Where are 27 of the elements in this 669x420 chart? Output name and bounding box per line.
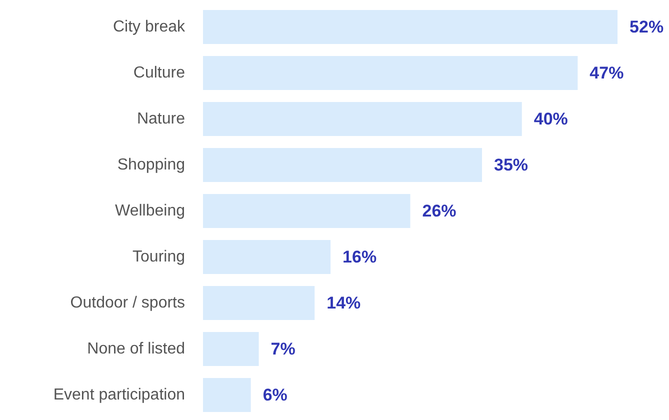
y-tick-label: Nature: [136, 110, 186, 128]
data-label: 35%: [494, 156, 528, 174]
y-tick-label: Touring: [132, 248, 185, 266]
data-label: 14%: [326, 294, 361, 312]
bar: [203, 332, 259, 366]
y-tick-label: Event participation: [53, 386, 185, 404]
data-label: 47%: [590, 64, 624, 82]
bar: [203, 56, 578, 90]
bar: [203, 10, 618, 44]
bar: [203, 194, 410, 228]
y-tick-label: Culture: [133, 64, 186, 82]
y-tick-label: None of listed: [87, 340, 185, 358]
bar: [203, 240, 331, 274]
data-label: 52%: [630, 18, 664, 36]
bar: [203, 378, 251, 412]
y-tick-label: Wellbeing: [115, 202, 185, 220]
y-tick-label: City break: [112, 18, 186, 36]
data-label: 7%: [270, 340, 296, 358]
data-label: 26%: [422, 202, 456, 220]
bar: [203, 286, 315, 320]
bar: [203, 102, 522, 136]
data-label: 6%: [262, 386, 288, 404]
y-tick-label: Shopping: [117, 156, 185, 174]
y-tick-label: Outdoor / sports: [70, 294, 185, 312]
bar: [203, 148, 482, 182]
data-label: 16%: [342, 248, 377, 266]
data-label: 40%: [534, 110, 568, 128]
